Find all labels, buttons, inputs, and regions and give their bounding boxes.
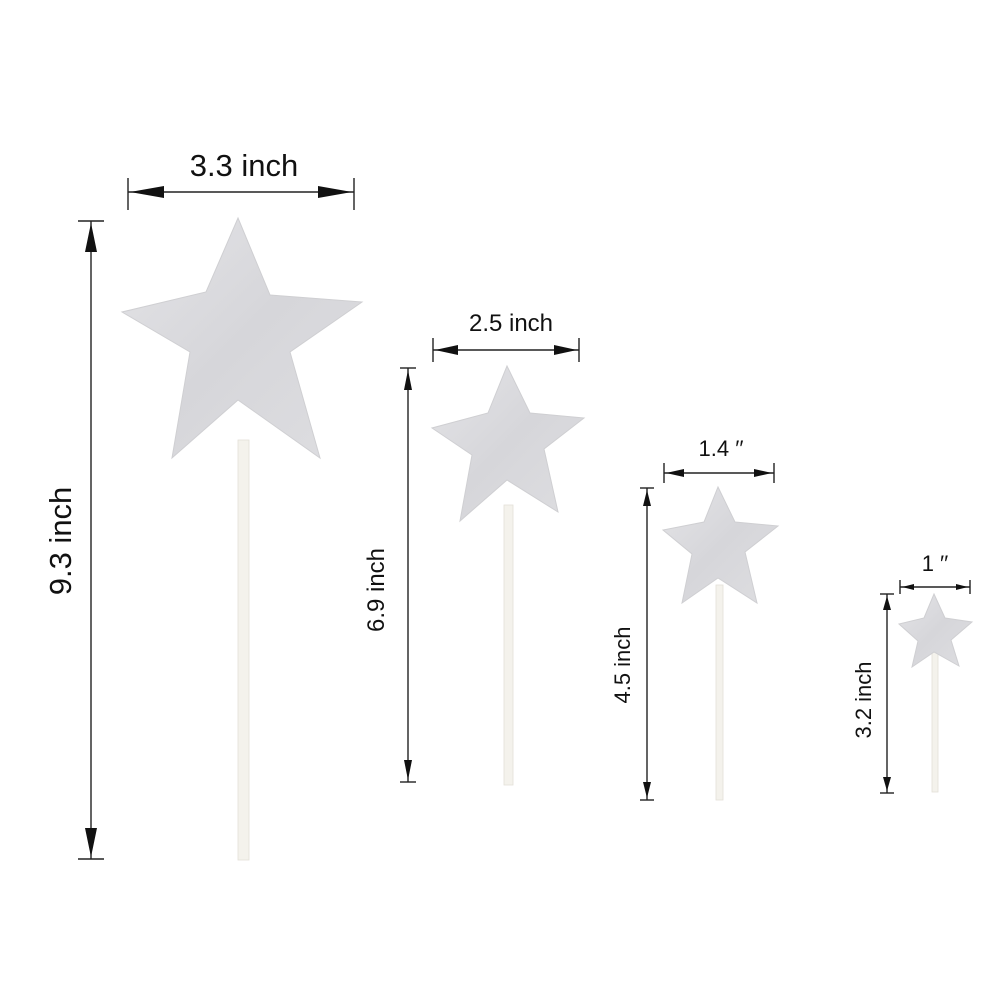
topper-mini-star xyxy=(897,592,974,669)
topper-large-star xyxy=(120,216,364,460)
topper-small-star xyxy=(661,485,780,605)
topper-medium-height-dimension: 6.9 inch xyxy=(363,367,416,783)
topper-medium-width-dimension: 2.5 inch xyxy=(432,310,580,362)
topper-small: 1.4 ′′ 4.5 inch xyxy=(610,436,780,801)
topper-large-width-label: 3.3 inch xyxy=(190,148,299,183)
topper-mini-width-label: 1 ′′ xyxy=(922,551,949,576)
topper-large-width-dimension: 3.3 inch xyxy=(127,148,355,210)
topper-small-height-label: 4.5 inch xyxy=(610,626,635,703)
topper-large-height-label: 9.3 inch xyxy=(43,487,78,596)
topper-mini-width-dimension: 1 ′′ xyxy=(899,551,971,594)
topper-large-height-dimension: 9.3 inch xyxy=(43,220,104,860)
topper-medium-star xyxy=(430,364,586,523)
topper-medium-width-label: 2.5 inch xyxy=(469,310,553,337)
topper-mini-stick xyxy=(931,649,939,793)
topper-mini-height-dimension: 3.2 inch xyxy=(851,593,894,794)
topper-small-width-dimension: 1.4 ′′ xyxy=(663,436,775,483)
topper-large: 3.3 inch 9.3 inch xyxy=(43,148,364,861)
topper-medium-height-label: 6.9 inch xyxy=(363,548,390,632)
topper-small-height-dimension: 4.5 inch xyxy=(610,487,654,801)
topper-large-stick xyxy=(237,439,250,861)
topper-small-width-label: 1.4 ′′ xyxy=(699,436,744,461)
topper-mini-height-label: 3.2 inch xyxy=(851,661,876,738)
topper-small-stick xyxy=(715,584,724,801)
topper-medium: 2.5 inch 6.9 inch xyxy=(363,310,586,786)
topper-medium-stick xyxy=(503,504,514,786)
topper-mini: 1 ′′ 3.2 inch xyxy=(851,551,974,794)
